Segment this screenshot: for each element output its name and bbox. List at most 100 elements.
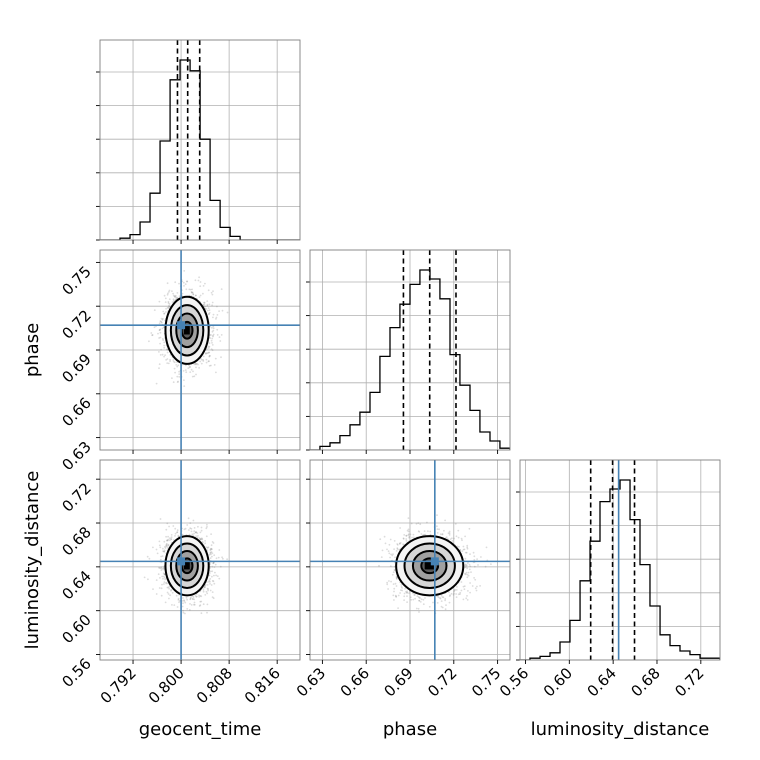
sample-point bbox=[153, 326, 156, 329]
sample-point bbox=[199, 604, 202, 607]
sample-point bbox=[193, 598, 196, 601]
sample-point bbox=[167, 586, 170, 589]
sample-point bbox=[467, 574, 470, 577]
sample-point bbox=[155, 382, 158, 385]
sample-point bbox=[210, 584, 213, 586]
sample-point bbox=[395, 578, 398, 580]
sample-point bbox=[204, 594, 207, 596]
sample-point bbox=[190, 291, 193, 293]
sample-point bbox=[172, 525, 175, 527]
sample-point bbox=[188, 366, 191, 369]
sample-point bbox=[403, 599, 405, 601]
sample-point bbox=[163, 549, 166, 552]
sample-point bbox=[152, 588, 154, 590]
sample-point bbox=[194, 294, 197, 297]
sample-point bbox=[212, 542, 215, 544]
sample-point bbox=[165, 535, 168, 538]
sample-point bbox=[163, 550, 166, 553]
sample-point bbox=[181, 605, 184, 608]
sample-point bbox=[199, 285, 202, 288]
sample-point bbox=[206, 611, 208, 614]
sample-point bbox=[436, 525, 438, 528]
sample-point bbox=[184, 601, 187, 604]
sample-point bbox=[427, 530, 429, 532]
sample-point bbox=[396, 543, 399, 545]
sample-point bbox=[436, 528, 439, 530]
sample-point bbox=[211, 330, 214, 333]
sample-point bbox=[208, 313, 210, 315]
sample-point bbox=[394, 594, 397, 597]
sample-point bbox=[207, 351, 210, 354]
sample-point bbox=[206, 523, 208, 526]
sample-point bbox=[159, 342, 162, 345]
sample-point bbox=[174, 294, 177, 297]
sample-point bbox=[468, 568, 471, 571]
sample-point bbox=[212, 562, 215, 564]
sample-point bbox=[212, 597, 215, 600]
sample-point bbox=[203, 301, 206, 304]
sample-point bbox=[401, 587, 403, 589]
sample-point bbox=[388, 552, 391, 555]
sample-point bbox=[212, 561, 215, 564]
sample-point bbox=[171, 591, 174, 594]
sample-point bbox=[418, 599, 420, 602]
sample-point bbox=[166, 586, 169, 589]
sample-point bbox=[417, 607, 420, 610]
sample-point bbox=[418, 611, 420, 613]
sample-point bbox=[195, 531, 197, 534]
sample-point bbox=[220, 356, 222, 359]
sample-point bbox=[417, 530, 420, 532]
sample-point bbox=[165, 307, 168, 310]
sample-point bbox=[196, 362, 198, 365]
sample-point bbox=[158, 329, 161, 331]
sample-point bbox=[161, 327, 164, 330]
sample-point bbox=[190, 291, 193, 294]
sample-point bbox=[194, 531, 197, 534]
sample-point bbox=[178, 601, 180, 604]
sample-point bbox=[166, 547, 169, 549]
sample-point bbox=[196, 595, 198, 598]
sample-point bbox=[160, 321, 163, 324]
sample-point bbox=[189, 597, 192, 599]
sample-point bbox=[210, 544, 213, 547]
sample-point bbox=[213, 574, 215, 577]
sample-point bbox=[172, 381, 175, 384]
sample-point bbox=[454, 523, 457, 525]
sample-point bbox=[211, 575, 213, 578]
sample-point bbox=[409, 596, 412, 599]
sample-point bbox=[422, 603, 425, 606]
sample-point bbox=[166, 545, 169, 547]
sample-point bbox=[452, 593, 455, 596]
sample-point bbox=[157, 332, 159, 335]
sample-point bbox=[166, 539, 169, 541]
sample-point bbox=[176, 531, 179, 534]
sample-point bbox=[436, 532, 439, 534]
sample-point bbox=[405, 538, 408, 540]
sample-point bbox=[172, 298, 175, 301]
sample-point bbox=[394, 556, 396, 559]
sample-point bbox=[155, 548, 158, 551]
contour-line bbox=[175, 549, 199, 582]
sample-point bbox=[413, 594, 416, 596]
sample-point bbox=[208, 553, 211, 556]
sample-point bbox=[168, 304, 171, 307]
sample-point bbox=[171, 301, 174, 303]
sample-point bbox=[199, 538, 202, 541]
sample-point bbox=[205, 535, 208, 538]
sample-point bbox=[204, 542, 207, 545]
sample-point bbox=[406, 590, 408, 593]
sample-point bbox=[188, 529, 190, 531]
sample-point bbox=[166, 362, 169, 364]
sample-point bbox=[169, 537, 171, 540]
sample-point bbox=[199, 538, 202, 540]
sample-point bbox=[448, 591, 450, 594]
sample-point bbox=[159, 518, 162, 520]
sample-point bbox=[193, 603, 195, 606]
sample-point bbox=[202, 355, 205, 358]
sample-point bbox=[469, 582, 471, 584]
sample-point bbox=[206, 303, 209, 306]
sample-point bbox=[212, 562, 215, 565]
sample-point bbox=[177, 534, 180, 537]
sample-point bbox=[208, 355, 211, 358]
